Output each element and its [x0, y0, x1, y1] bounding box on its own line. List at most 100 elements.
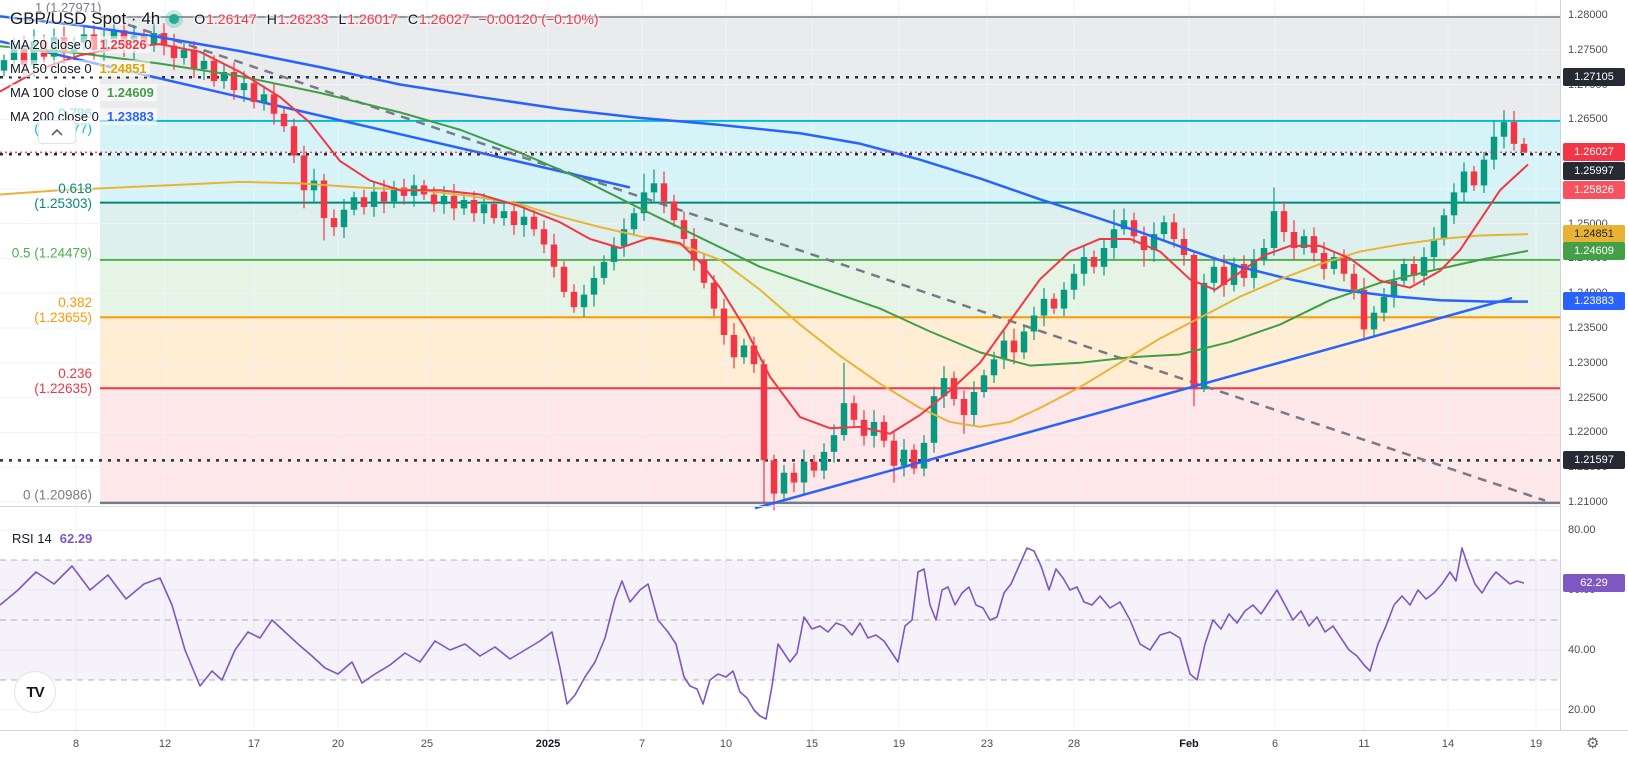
- collapse-legend-button[interactable]: [38, 120, 76, 144]
- price-badge: 1.24851: [1563, 225, 1625, 243]
- candle-body: [1510, 122, 1518, 144]
- candle-body: [1470, 171, 1478, 186]
- candle-body: [1290, 232, 1298, 249]
- candle-body: [1270, 211, 1278, 249]
- market-status-dot-icon[interactable]: [169, 14, 180, 24]
- fib-level-label[interactable]: 0.5 (1.24479): [11, 245, 92, 261]
- price-badge: 1.25997: [1563, 162, 1625, 180]
- time-axis[interactable]: ⚙ 8 12 17 20 25 2025 7 10 15 19 23 28 Feb 6 11 14 19: [0, 730, 1628, 758]
- fib-level-label[interactable]: 0.382 (1.23655): [34, 295, 92, 325]
- time-tick-label: 15: [805, 738, 819, 750]
- chart-canvas[interactable]: [0, 0, 1560, 730]
- candle-body: [20, 45, 28, 66]
- ma20-line: [0, 43, 1529, 435]
- candle-body: [1090, 257, 1098, 267]
- candle-body: [1010, 340, 1018, 353]
- time-tick-label: 20: [331, 738, 345, 750]
- candle-body: [560, 266, 568, 292]
- ohlc-C: C1.26027: [407, 11, 470, 27]
- candle-body: [480, 204, 488, 214]
- ohlc-O: O1.26147: [194, 11, 257, 27]
- rsi-legend-value: 62.29: [59, 531, 93, 546]
- ma-label: MA 200 close 0: [10, 109, 99, 124]
- candle-body: [1140, 236, 1148, 251]
- time-tick-label: 2025: [535, 738, 561, 750]
- ma-legend-row-1[interactable]: MA 20 close 0 1.25826: [10, 36, 150, 53]
- candle-body: [630, 213, 638, 230]
- symbol-legend-row[interactable]: GBP/USD Spot · 4h O1.26147 H1.26233 L1.260…: [10, 9, 598, 29]
- pane-separator[interactable]: [0, 506, 1628, 507]
- ma-value: 1.24851: [99, 61, 147, 76]
- candle-body: [520, 216, 528, 226]
- ma50-line: [0, 180, 1529, 428]
- fib-level-label-1[interactable]: 1 (1.27971): [35, 0, 102, 15]
- candle-body: [250, 83, 258, 102]
- chart-legend: GBP/USD Spot · 4h O1.26147 H1.26233 L1.260…: [10, 0, 598, 125]
- tradingview-logo[interactable]: TV: [14, 671, 56, 713]
- candle-body: [400, 187, 408, 196]
- candle-body: [580, 294, 588, 308]
- fib-level-label[interactable]: 0 (1.20986): [22, 487, 92, 503]
- candle-body: [720, 308, 728, 335]
- ma-legend-row-2[interactable]: MA 50 close 0 1.24851: [10, 60, 150, 77]
- candle-body: [1430, 238, 1438, 258]
- candle-body: [1480, 159, 1488, 186]
- candle-body: [290, 126, 298, 156]
- candle-body: [360, 197, 368, 207]
- ohlc-values: O1.26147 H1.26233 L1.26017 C1.26027: [194, 11, 469, 27]
- rsi-legend-label: RSI 14: [12, 531, 52, 546]
- fib-level-label[interactable]: 0.618 (1.25303): [34, 181, 92, 211]
- candle-body: [320, 180, 328, 219]
- price-badge: 1.23883: [1563, 292, 1625, 310]
- candle-body: [570, 291, 578, 308]
- candle-body: [1000, 340, 1008, 360]
- candle-body: [1160, 222, 1168, 235]
- candle-body: [240, 83, 248, 91]
- price-axis[interactable]: 1.280001.275001.270001.265001.260001.255…: [1560, 0, 1628, 730]
- settings-gear-icon[interactable]: ⚙: [1586, 735, 1600, 752]
- price-axis-label: 1.27500: [1568, 43, 1608, 56]
- ma-legend-row-3[interactable]: MA 100 close 0 1.24609: [10, 84, 157, 101]
- change-value: −0.00120 (−0.10%): [478, 11, 599, 27]
- candle-body: [1390, 280, 1398, 297]
- candle-body: [530, 216, 538, 230]
- candle-body: [340, 209, 348, 228]
- candle-body: [590, 277, 598, 295]
- candle-body: [1150, 234, 1158, 251]
- candle-body: [1440, 215, 1448, 239]
- candle-body: [900, 449, 908, 466]
- candle-body: [270, 94, 278, 114]
- candle-body: [470, 200, 478, 214]
- price-badge: 1.27105: [1563, 68, 1625, 86]
- candle-body: [780, 472, 788, 494]
- candle-body: [300, 155, 308, 191]
- time-tick-label: 6: [1271, 738, 1279, 750]
- price-badge: 1.25826: [1563, 181, 1625, 199]
- candle-body: [960, 398, 968, 415]
- ma-legend: MA 20 close 0 1.25826 MA 50 close 0 1.24851…: [10, 36, 598, 125]
- rsi-line: [0, 547, 1525, 720]
- ma-legend-row-4[interactable]: MA 200 close 0 1.23883: [10, 108, 157, 125]
- candle-body: [180, 49, 188, 59]
- candle-body: [390, 187, 398, 202]
- candle-body: [1410, 264, 1418, 276]
- fib-level-label[interactable]: 0.236 (1.22635): [34, 366, 92, 396]
- symbol-title[interactable]: GBP/USD Spot · 4h: [10, 9, 161, 28]
- candle-body: [1080, 257, 1088, 274]
- candle-body: [450, 195, 458, 209]
- candle-body: [30, 41, 38, 66]
- rsi-legend[interactable]: RSI 14 62.29: [12, 531, 92, 546]
- candle-body: [1420, 257, 1428, 276]
- ma200-line: [0, 15, 1528, 303]
- candle-body: [1060, 289, 1068, 309]
- candle-body: [1310, 236, 1318, 253]
- ma-label: MA 100 close 0: [10, 85, 99, 100]
- ma-label: MA 50 close 0: [10, 61, 92, 76]
- fib-band: [100, 202, 1560, 260]
- candle-body: [540, 229, 548, 245]
- candle-body: [280, 113, 288, 127]
- ma-label: MA 20 close 0: [10, 37, 92, 52]
- ohlc-L: L1.26017: [338, 11, 398, 27]
- candle-body: [1240, 264, 1248, 278]
